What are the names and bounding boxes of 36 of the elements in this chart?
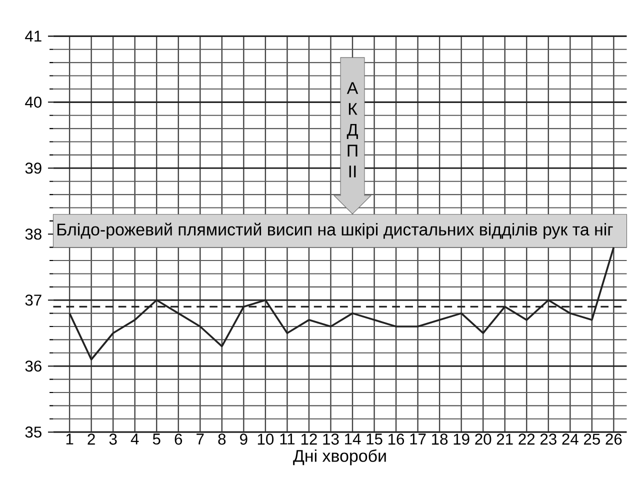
y-tick-label: 41 (25, 31, 42, 42)
x-axis-title: Дні хвороби (293, 450, 386, 466)
x-tick-label: 11 (280, 434, 295, 445)
x-tick-label: 13 (323, 434, 339, 445)
x-tick-label: 14 (344, 434, 361, 445)
x-tick-label: 2 (88, 434, 95, 445)
x-tick-label: 3 (109, 434, 117, 445)
x-tick-label: 7 (196, 434, 204, 445)
x-tick-label: 24 (562, 434, 578, 445)
y-tick-label: 37 (25, 294, 42, 306)
x-tick-label: 12 (301, 434, 317, 445)
x-tick-label: 9 (240, 434, 248, 445)
x-tick-label: 18 (432, 434, 448, 445)
y-tick-label: 40 (25, 96, 42, 108)
x-tick-label: 1 (66, 434, 74, 445)
x-tick-label: 19 (454, 434, 470, 445)
x-tick-label: 15 (366, 434, 382, 445)
x-tick-label: 6 (174, 434, 182, 445)
x-tick-label: 22 (518, 434, 535, 445)
x-tick-label: 23 (540, 434, 556, 445)
y-tick-label: 36 (25, 360, 42, 372)
x-tick-label: 8 (218, 434, 226, 445)
x-tick-label: 10 (258, 434, 274, 445)
x-tick-label: 4 (130, 434, 139, 445)
y-tick-label: 39 (25, 162, 42, 174)
x-tick-label: 5 (152, 434, 160, 445)
y-tick-label: 38 (25, 228, 42, 240)
x-tick-label: 20 (475, 434, 492, 445)
x-tick-label: 16 (388, 434, 404, 445)
band-label: Блідо-рожевий плямистий висип на шкірі дистальних відділів рук та ніг (57, 223, 613, 240)
x-tick-label: 17 (410, 434, 426, 445)
annotation: А К Д П II (346, 82, 358, 178)
x-tick-label: 25 (584, 434, 600, 445)
x-tick-label: 21 (496, 434, 513, 445)
y-tick-label: 35 (25, 426, 42, 438)
x-tick-label: 26 (606, 434, 622, 445)
